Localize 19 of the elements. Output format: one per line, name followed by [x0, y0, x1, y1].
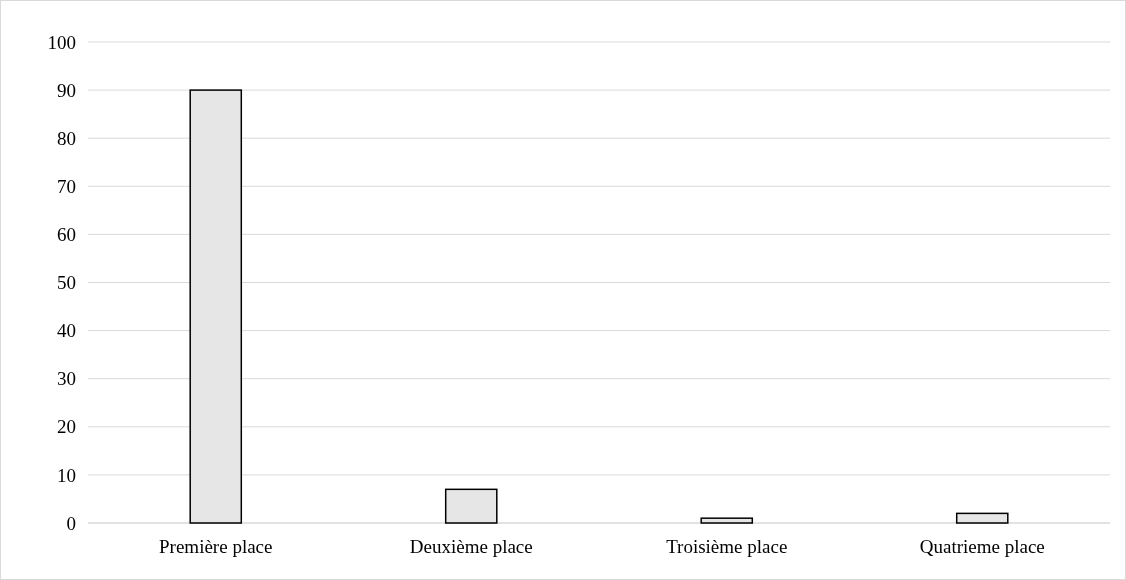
bar: [955, 512, 1009, 524]
x-tick-label: Deuxième place: [409, 536, 533, 557]
x-tick-label: Première place: [159, 536, 273, 557]
y-tick-label: 50: [57, 272, 76, 294]
x-tick-label: Troisième place: [666, 536, 788, 557]
x-tick-label: Quatrieme place: [919, 536, 1045, 557]
y-tick-label: 80: [57, 127, 76, 149]
y-tick-label: 60: [57, 224, 76, 246]
y-tick-label: 90: [57, 79, 76, 101]
bar: [189, 89, 243, 524]
y-tick-label: 100: [47, 31, 76, 53]
y-tick-label: 10: [57, 464, 76, 486]
bar: [700, 517, 754, 524]
y-tick-label: 20: [57, 416, 76, 438]
y-tick-label: 40: [57, 320, 76, 342]
y-tick-label: 70: [57, 175, 76, 197]
y-tick-label: 30: [57, 368, 76, 390]
y-tick-label: 0: [66, 512, 76, 534]
bar: [444, 488, 498, 524]
